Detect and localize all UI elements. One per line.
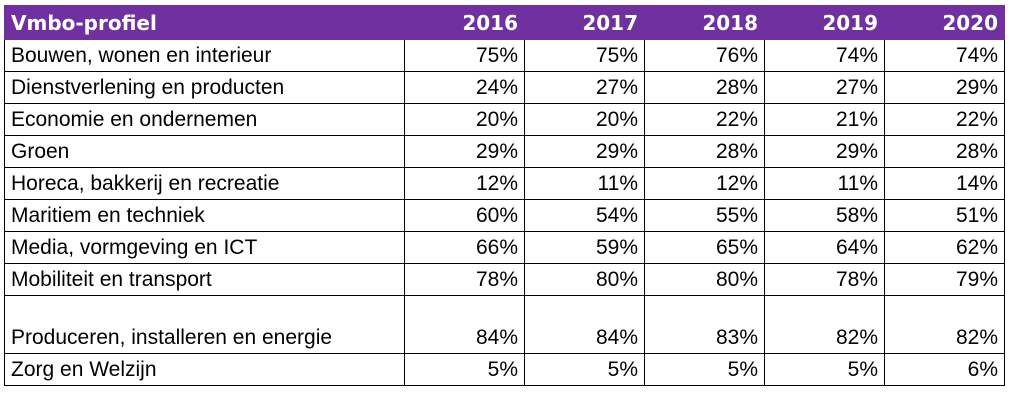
table-header: Vmbo-profiel 2016 2017 2018 2019 2020 — [4, 5, 1005, 40]
row-label: Maritiem en techniek — [4, 199, 405, 232]
cell-value: 29% — [524, 135, 645, 168]
header-profile: Vmbo-profiel — [4, 5, 405, 40]
cell-value: 64% — [764, 231, 885, 264]
table-row: Mobiliteit en transport 78% 80% 80% 78% … — [4, 263, 1005, 296]
cell-value: 74% — [764, 39, 885, 72]
row-label: Horeca, bakkerij en recreatie — [4, 167, 405, 200]
table-row: Zorg en Welzijn 5% 5% 5% 5% 6% — [4, 353, 1005, 386]
cell-value: 5% — [404, 353, 525, 386]
header-year-2019: 2019 — [764, 5, 885, 40]
cell-value: 54% — [524, 199, 645, 232]
row-label: Economie en ondernemen — [4, 103, 405, 136]
cell-value: 58% — [764, 199, 885, 232]
cell-value: 5% — [524, 353, 645, 386]
cell-value: 65% — [644, 231, 765, 264]
cell-value: 20% — [524, 103, 645, 136]
cell-value: 59% — [524, 231, 645, 264]
cell-value: 79% — [884, 263, 1005, 296]
cell-value: 66% — [404, 231, 525, 264]
cell-value: 22% — [884, 103, 1005, 136]
cell-value: 28% — [644, 71, 765, 104]
cell-value: 5% — [764, 353, 885, 386]
cell-value: 28% — [884, 135, 1005, 168]
header-year-2020: 2020 — [884, 5, 1005, 40]
cell-value: 75% — [404, 39, 525, 72]
cell-value: 78% — [404, 263, 525, 296]
table-row: Horeca, bakkerij en recreatie 12% 11% 12… — [4, 167, 1005, 200]
table-row: Economie en ondernemen 20% 20% 22% 21% 2… — [4, 103, 1005, 136]
table-row: Dienstverlening en producten 24% 27% 28%… — [4, 71, 1005, 104]
cell-value: 5% — [644, 353, 765, 386]
cell-value: 74% — [884, 39, 1005, 72]
header-year-2018: 2018 — [644, 5, 765, 40]
cell-value: 60% — [404, 199, 525, 232]
cell-value: 29% — [404, 135, 525, 168]
cell-value: 20% — [404, 103, 525, 136]
cell-value: 29% — [764, 135, 885, 168]
cell-value: 82% — [884, 295, 1005, 354]
row-label: Groen — [4, 135, 405, 168]
cell-value: 14% — [884, 167, 1005, 200]
cell-value: 78% — [764, 263, 885, 296]
cell-value: 83% — [644, 295, 765, 354]
row-label: Bouwen, wonen en interieur — [4, 39, 405, 72]
cell-value: 21% — [764, 103, 885, 136]
header-year-2016: 2016 — [404, 5, 525, 40]
cell-value: 76% — [644, 39, 765, 72]
vmbo-profile-table: Vmbo-profiel 2016 2017 2018 2019 2020 Bo… — [4, 5, 1005, 386]
cell-value: 51% — [884, 199, 1005, 232]
cell-value: 84% — [404, 295, 525, 354]
cell-value: 55% — [644, 199, 765, 232]
table-row: Bouwen, wonen en interieur 75% 75% 76% 7… — [4, 39, 1005, 72]
cell-value: 28% — [644, 135, 765, 168]
row-label: Zorg en Welzijn — [4, 353, 405, 386]
cell-value: 12% — [644, 167, 765, 200]
cell-value: 29% — [884, 71, 1005, 104]
cell-value: 24% — [404, 71, 525, 104]
cell-value: 84% — [524, 295, 645, 354]
row-label: Mobiliteit en transport — [4, 263, 405, 296]
cell-value: 82% — [764, 295, 885, 354]
row-label: Media, vormgeving en ICT — [4, 231, 405, 264]
cell-value: 62% — [884, 231, 1005, 264]
cell-value: 27% — [764, 71, 885, 104]
cell-value: 80% — [524, 263, 645, 296]
row-label: Produceren, installeren en energie — [4, 295, 405, 354]
cell-value: 75% — [524, 39, 645, 72]
cell-value: 6% — [884, 353, 1005, 386]
header-row: Vmbo-profiel 2016 2017 2018 2019 2020 — [4, 5, 1005, 40]
row-label: Dienstverlening en producten — [4, 71, 405, 104]
cell-value: 11% — [764, 167, 885, 200]
cell-value: 80% — [644, 263, 765, 296]
cell-value: 12% — [404, 167, 525, 200]
table-row: Maritiem en techniek 60% 54% 55% 58% 51% — [4, 199, 1005, 232]
cell-value: 27% — [524, 71, 645, 104]
table-body: Bouwen, wonen en interieur 75% 75% 76% 7… — [4, 39, 1005, 386]
table-row: Media, vormgeving en ICT 66% 59% 65% 64%… — [4, 231, 1005, 264]
header-year-2017: 2017 — [524, 5, 645, 40]
cell-value: 22% — [644, 103, 765, 136]
cell-value: 11% — [524, 167, 645, 200]
table-row: Groen 29% 29% 28% 29% 28% — [4, 135, 1005, 168]
table-row: Produceren, installeren en energie 84% 8… — [4, 295, 1005, 354]
